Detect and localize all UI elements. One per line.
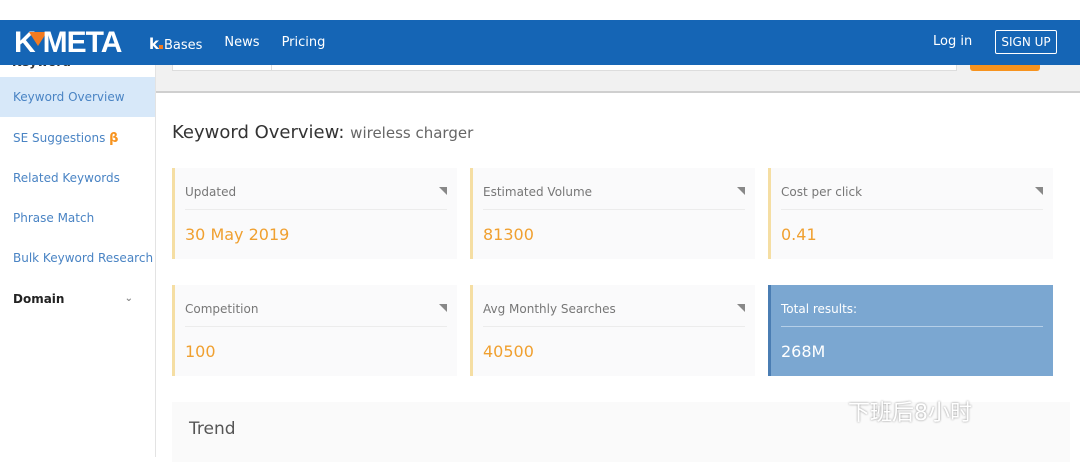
corner-icon	[439, 304, 447, 312]
sidebar-item-domain[interactable]: Domain ⌄	[0, 279, 155, 319]
login-link[interactable]: Log in	[933, 34, 973, 49]
sidebar: Keyword Keyword Overview SE Suggestions …	[0, 55, 156, 457]
card-estimated-volume: Estimated Volume 81300	[470, 168, 755, 259]
card-total-results: Total results: 268M	[768, 285, 1053, 376]
card-updated: Updated 30 May 2019	[172, 168, 457, 259]
nav-kbases[interactable]: k Bases	[149, 35, 203, 53]
signup-button[interactable]: SIGN UP	[995, 30, 1057, 54]
beta-badge: β	[109, 131, 119, 146]
sidebar-item-phrase-match[interactable]: Phrase Match	[13, 211, 95, 225]
nav-pricing[interactable]: Pricing	[281, 35, 326, 50]
corner-icon	[439, 187, 447, 195]
corner-icon	[737, 304, 745, 312]
keyword: wireless charger	[350, 124, 474, 142]
navbar: K META k Bases News Pricing Log in SIGN UP	[0, 20, 1080, 65]
page-title: Keyword Overview: wireless charger	[172, 122, 474, 143]
card-cost-per-click: Cost per click 0.41	[768, 168, 1053, 259]
sidebar-item-related-keywords[interactable]: Related Keywords	[13, 171, 120, 185]
card-avg-monthly-searches: Avg Monthly Searches 40500	[470, 285, 755, 376]
sidebar-item-keyword-overview[interactable]: Keyword Overview	[0, 77, 155, 117]
card-competition: Competition 100	[172, 285, 457, 376]
sidebar-item-se-suggestions[interactable]: SE Suggestions β	[13, 131, 119, 146]
logo[interactable]: K META	[14, 26, 122, 59]
trend-title: Trend	[189, 419, 236, 439]
corner-icon	[737, 187, 745, 195]
search-button[interactable]	[970, 65, 1040, 71]
sidebar-item-bulk-keyword-research[interactable]: Bulk Keyword Research	[13, 251, 154, 265]
top-strip	[0, 0, 1080, 20]
chevron-down-icon: ⌄	[124, 293, 133, 304]
search-input[interactable]	[172, 65, 957, 71]
trend-panel: Trend	[172, 402, 1070, 462]
nav-news[interactable]: News	[224, 35, 260, 50]
watermark: 下班后8小时	[848, 401, 972, 426]
corner-icon	[1035, 187, 1043, 195]
search-bar	[155, 65, 1080, 93]
